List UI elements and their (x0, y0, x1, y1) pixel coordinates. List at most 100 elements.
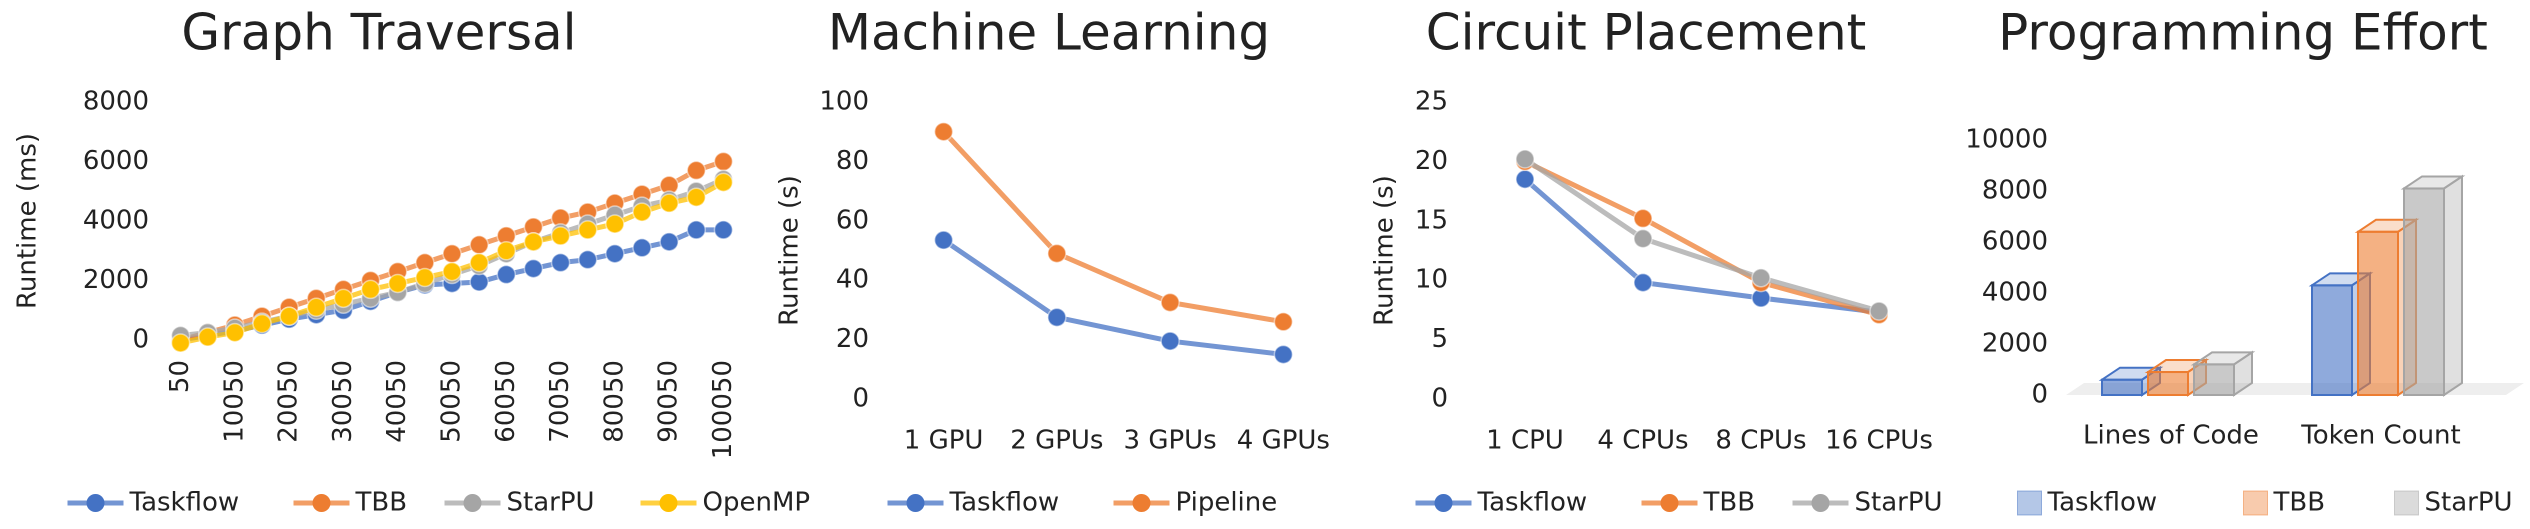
y-tick-label: 8000 (83, 87, 149, 117)
point (279, 306, 299, 326)
x-tick-label: 90050 (654, 360, 684, 443)
y-axis-label: Runtime (s) (1370, 175, 1400, 326)
y-tick-label: 8000 (1982, 176, 2048, 206)
x-tick-label: 30050 (328, 360, 358, 443)
y-tick-label: 80 (836, 146, 869, 176)
x-tick-label: 50 (165, 360, 195, 393)
y-tick-label: 25 (1415, 87, 1448, 117)
point (1633, 228, 1653, 249)
series-line (1523, 156, 1880, 314)
point (1273, 312, 1294, 332)
y-tick-label: 20 (836, 324, 869, 354)
legend-marker (2017, 490, 2042, 516)
x-tick-label: 3 GPUs (1124, 426, 1217, 456)
y-tick-label: 10 (1415, 265, 1448, 295)
legend-marker (463, 494, 482, 512)
series-line (1523, 159, 1880, 318)
y-tick-label: 2000 (1982, 329, 2048, 359)
point (469, 272, 489, 292)
point (442, 261, 462, 282)
legend-label: StarPU (1855, 488, 1943, 518)
point (632, 238, 652, 258)
point (686, 220, 707, 240)
legend-marker (1660, 494, 1679, 512)
x-tick-label: 4 GPUs (1237, 426, 1330, 456)
subchart: Machine Learning Runtime (s) 0 20 40 60 80 100 1… (775, 4, 1330, 518)
point (170, 333, 191, 353)
series-line (1523, 177, 1880, 315)
point (713, 172, 734, 193)
y-tick-label: 6000 (83, 146, 149, 176)
legend-marker (2394, 490, 2419, 516)
legend-marker (86, 494, 105, 512)
point (577, 220, 598, 240)
y-tick-label: 0 (1431, 384, 1448, 414)
point (659, 232, 679, 252)
y-tick-label: 6000 (1982, 227, 2048, 257)
chart-title: Programming Effort (1998, 4, 2488, 62)
point (360, 279, 381, 300)
point (933, 121, 954, 142)
legend-marker (659, 494, 678, 512)
legend-label: OpenMP (703, 488, 811, 518)
legend-label: Taskflow (129, 488, 240, 518)
series-line (942, 238, 1284, 357)
series-line (941, 129, 1284, 325)
point (523, 232, 544, 252)
point (577, 249, 598, 270)
point (252, 313, 272, 334)
point (713, 220, 734, 240)
legend-label: StarPU (2425, 488, 2513, 518)
y-tick-label: 4000 (1982, 278, 2048, 308)
y-tick-label: 40 (836, 265, 869, 295)
point (686, 160, 707, 181)
y-tick-label: 0 (2031, 380, 2048, 410)
point (1047, 243, 1067, 264)
x-tick-label: 80050 (599, 360, 629, 443)
point (496, 264, 517, 285)
legend-label: TBB (355, 488, 408, 518)
x-tick-label: 2 GPUs (1010, 426, 1103, 456)
point (197, 327, 218, 347)
x-tick-label: 20050 (274, 360, 304, 443)
point (523, 258, 544, 279)
y-tick-label: 20 (1415, 146, 1448, 176)
legend-marker (1434, 494, 1453, 512)
chart-title: Circuit Placement (1426, 4, 1867, 62)
bar (2098, 365, 2164, 397)
bar-front (2357, 230, 2399, 396)
legend-label: Taskflow (2047, 488, 2158, 518)
point (1515, 149, 1535, 169)
subchart: Programming Effort 0 2000 4000 6000 8000 10000… (1965, 4, 2524, 518)
point (632, 202, 652, 222)
y-tick-label: 60 (836, 205, 869, 235)
point (605, 214, 625, 234)
legend-marker (1132, 494, 1151, 512)
legend-marker (312, 494, 331, 512)
point (469, 252, 489, 273)
point (1751, 268, 1771, 288)
y-tick-label: 0 (132, 325, 149, 355)
subchart: Circuit Placement Runtime (s) 0 5 10 15 20 25 1 … (1370, 4, 1943, 518)
legend-label: StarPU (507, 488, 595, 518)
legend-label: Pipeline (1176, 488, 1278, 518)
legend-marker (906, 494, 925, 512)
point (415, 267, 435, 288)
point (306, 297, 327, 318)
chart-title: Machine Learning (828, 4, 1270, 62)
point (550, 226, 571, 246)
chart-title: Graph Traversal (181, 4, 576, 62)
point (713, 151, 734, 172)
point (1160, 331, 1180, 351)
point (469, 235, 489, 255)
y-tick-label: 15 (1415, 205, 1448, 235)
point (1160, 292, 1180, 313)
x-tick-label: 50050 (437, 360, 467, 443)
point (659, 193, 679, 213)
bar-front (2147, 371, 2189, 396)
legend-label: Taskflow (949, 488, 1060, 518)
bar-front (2193, 363, 2235, 396)
x-tick-label: 1 CPU (1486, 426, 1564, 456)
point (333, 288, 354, 309)
point (1515, 169, 1535, 189)
